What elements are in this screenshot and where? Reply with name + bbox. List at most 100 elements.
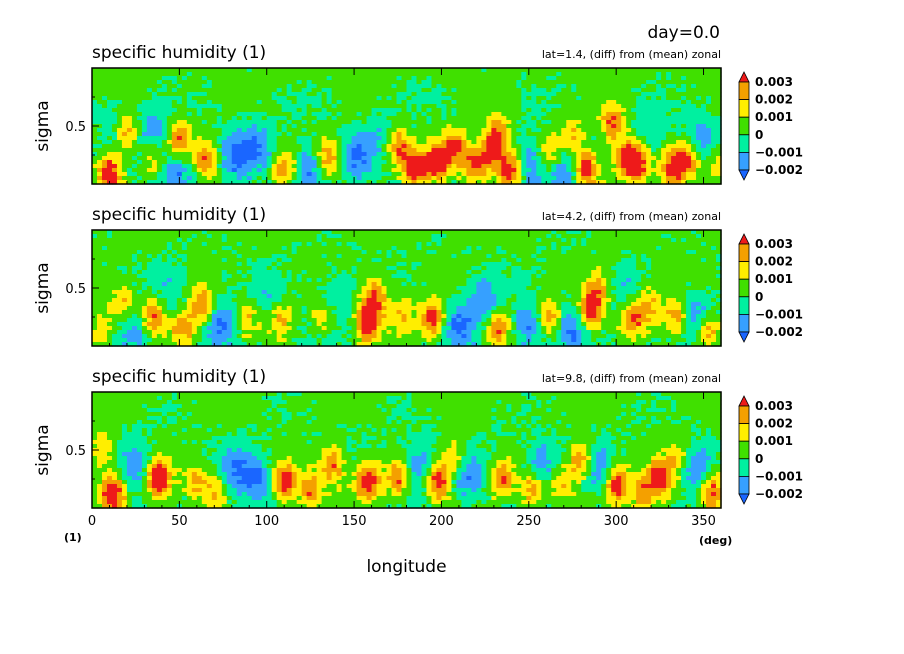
heatmap-cell: [236, 80, 243, 85]
heatmap-cell: [701, 88, 707, 93]
heatmap-cell: [161, 88, 168, 93]
heatmap-cell: [411, 92, 418, 97]
heatmap-cell: [251, 120, 258, 125]
heatmap-cell: [276, 262, 283, 267]
heatmap-cell: [251, 104, 258, 109]
heatmap-cell: [581, 246, 587, 251]
heatmap-cell: [686, 112, 692, 117]
heatmap-cell: [511, 112, 517, 117]
heatmap-cell: [321, 250, 328, 255]
heatmap-cell: [411, 234, 418, 239]
heatmap-cell: [441, 120, 448, 125]
heatmap-cell: [361, 266, 368, 271]
heatmap-cell: [341, 92, 348, 97]
heatmap-cell: [146, 250, 153, 255]
heatmap-cell: [576, 140, 582, 145]
heatmap-cell: [376, 164, 383, 169]
heatmap-cell: [186, 112, 193, 117]
heatmap-cell: [511, 144, 517, 149]
heatmap-cell: [291, 140, 298, 145]
heatmap-cell: [396, 168, 403, 173]
heatmap-cell: [696, 266, 702, 271]
heatmap-cell: [92, 160, 98, 165]
heatmap-cell: [201, 172, 208, 177]
heatmap-cell: [316, 116, 323, 121]
heatmap-cell: [451, 164, 458, 169]
heatmap-cell: [471, 180, 477, 185]
heatmap-cell: [526, 124, 532, 129]
heatmap-cell: [336, 128, 343, 133]
heatmap-cell: [706, 92, 712, 97]
heatmap-cell: [466, 120, 472, 125]
day-label: day=0.0: [647, 23, 720, 43]
heatmap-cell: [106, 140, 113, 145]
heatmap-cell: [646, 242, 652, 247]
heatmap-cell: [501, 80, 507, 85]
heatmap-cell: [666, 108, 672, 113]
heatmap-cell: [496, 176, 502, 181]
heatmap-cell: [711, 180, 717, 185]
heatmap-cell: [391, 68, 398, 73]
heatmap-cell: [136, 258, 143, 263]
heatmap-cell: [96, 148, 103, 153]
heatmap-cell: [211, 230, 218, 235]
heatmap-cell: [376, 160, 383, 165]
heatmap-cell: [511, 164, 517, 169]
heatmap-cell: [306, 180, 313, 185]
heatmap-cell: [661, 72, 667, 77]
heatmap-cell: [246, 234, 253, 239]
heatmap-cell: [386, 96, 393, 101]
heatmap-cell: [266, 72, 273, 77]
heatmap-cell: [126, 250, 133, 255]
heatmap-cell: [631, 92, 637, 97]
heatmap-cell: [281, 246, 288, 251]
heatmap-cell: [471, 156, 477, 161]
heatmap-cell: [386, 258, 393, 263]
heatmap-cell: [181, 148, 188, 153]
heatmap-cell: [506, 176, 512, 181]
heatmap-cell: [236, 68, 243, 73]
heatmap-cell: [491, 128, 497, 133]
heatmap-cell: [121, 250, 128, 255]
heatmap-cell: [331, 180, 338, 185]
heatmap-cell: [526, 144, 532, 149]
heatmap-cell: [181, 156, 188, 161]
heatmap-cell: [551, 116, 557, 121]
heatmap-cell: [511, 246, 517, 251]
heatmap-cell: [411, 152, 418, 157]
heatmap-cell: [586, 254, 592, 259]
heatmap-cell: [236, 72, 243, 77]
heatmap-cell: [106, 160, 113, 165]
heatmap-cell: [471, 96, 477, 101]
heatmap-cell: [426, 144, 433, 149]
heatmap-cell: [341, 164, 348, 169]
heatmap-cell: [611, 160, 617, 165]
heatmap-cell: [226, 168, 233, 173]
heatmap-cell: [216, 88, 223, 93]
heatmap-cell: [346, 72, 353, 77]
heatmap-cell: [441, 124, 448, 129]
heatmap-cell: [151, 230, 158, 235]
heatmap-cell: [271, 180, 278, 185]
heatmap-cell: [126, 160, 133, 165]
heatmap-cell: [541, 258, 547, 263]
heatmap-cell: [296, 84, 303, 89]
heatmap-cell: [96, 136, 103, 141]
heatmap-cell: [601, 100, 607, 105]
heatmap-cell: [556, 148, 562, 153]
heatmap-cell: [666, 250, 672, 255]
heatmap-cell: [581, 96, 587, 101]
heatmap-cell: [451, 148, 458, 153]
heatmap-cell: [161, 250, 168, 255]
heatmap-cell: [476, 144, 482, 149]
heatmap-cell: [141, 84, 148, 89]
heatmap-cell: [196, 68, 203, 73]
heatmap-cell: [616, 246, 622, 251]
heatmap-cell: [391, 84, 398, 89]
heatmap-cell: [681, 128, 687, 133]
heatmap-cell: [566, 148, 572, 153]
heatmap-cell: [496, 254, 502, 259]
heatmap-cell: [371, 140, 378, 145]
heatmap-cell: [131, 84, 138, 89]
heatmap-cell: [351, 96, 358, 101]
